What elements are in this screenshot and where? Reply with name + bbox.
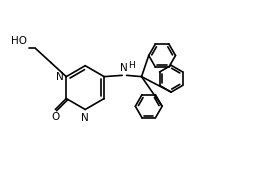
Text: N: N [120, 63, 127, 73]
Text: N: N [81, 113, 89, 123]
Text: O: O [51, 112, 59, 122]
Text: N: N [57, 72, 64, 82]
Text: H: H [128, 61, 135, 70]
Text: HO: HO [11, 36, 27, 46]
